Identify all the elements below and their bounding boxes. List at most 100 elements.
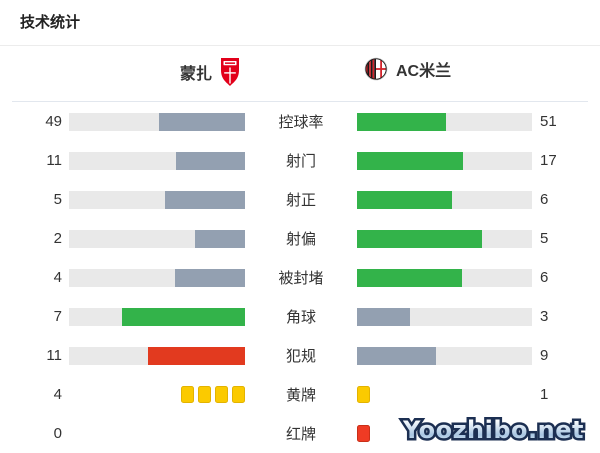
away-bar-track (357, 151, 532, 170)
stat-row: 4 黄牌 1 (0, 375, 600, 414)
away-bar-fill (357, 151, 464, 170)
yellow-card-icon (198, 386, 211, 403)
away-bar-fill (357, 346, 436, 365)
stat-label: 射门 (285, 153, 316, 170)
stat-label: 被封堵 (278, 270, 324, 287)
home-team-name: 蒙扎 (179, 66, 212, 83)
away-stat-value: 6 (540, 269, 549, 286)
header-divider (12, 101, 588, 102)
home-bar-track (69, 307, 245, 326)
home-team[interactable]: 蒙扎 (180, 57, 240, 87)
stat-row: 7 角球 3 (0, 297, 600, 336)
yellow-card-icon (357, 386, 370, 403)
away-stat-value: 5 (540, 230, 549, 247)
home-stat-value: 4 (53, 269, 62, 286)
home-stat-value: 49 (45, 113, 62, 130)
stat-label: 射正 (285, 192, 316, 209)
red-card-icon (357, 425, 370, 442)
away-bar-fill (357, 112, 447, 131)
home-bar-fill (148, 346, 245, 365)
home-bar-fill (165, 190, 245, 209)
home-cards (69, 425, 245, 443)
home-stat-value: 0 (53, 425, 62, 442)
home-stat-value: 4 (53, 386, 62, 403)
away-stat-slot (357, 307, 532, 326)
home-stat-slot (69, 112, 245, 131)
away-bar-track (357, 190, 532, 209)
match-header: 蒙扎 (0, 55, 600, 99)
home-stat-value: 2 (53, 230, 62, 247)
away-bar-track (357, 229, 532, 248)
away-bar-fill (357, 229, 482, 248)
stat-label: 角球 (285, 309, 316, 326)
away-bar-fill (357, 268, 462, 287)
away-stat-value: 6 (540, 191, 549, 208)
home-bar-fill (175, 151, 245, 170)
away-stat-value: 1 (540, 386, 549, 403)
stat-row: 11 犯规 9 (0, 336, 600, 375)
away-bar-track (357, 307, 532, 326)
away-stat-slot (357, 229, 532, 248)
home-stat-slot (69, 307, 245, 326)
home-stat-value: 5 (53, 191, 62, 208)
away-stat-slot (357, 346, 532, 365)
home-bar-fill (194, 229, 245, 248)
home-bar-fill (158, 112, 245, 131)
stat-row: 11 射门 17 (0, 141, 600, 180)
away-bar-fill (357, 307, 410, 326)
stat-label: 红牌 (285, 426, 316, 443)
monza-crest-icon (220, 57, 240, 87)
home-stat-slot (69, 229, 245, 248)
away-stat-value: 17 (540, 152, 557, 169)
away-stat-slot (357, 190, 532, 209)
ac-milan-crest-icon (364, 57, 388, 81)
stat-label: 犯规 (285, 348, 316, 365)
home-stat-slot (69, 386, 245, 404)
away-stat-value: 3 (540, 308, 549, 325)
stat-row: 2 射偏 5 (0, 219, 600, 258)
stat-row: 49 控球率 51 (0, 102, 600, 141)
home-stat-slot (69, 151, 245, 170)
home-bar-fill (174, 268, 245, 287)
home-bar-track (69, 268, 245, 287)
home-stat-value: 11 (46, 152, 62, 169)
away-bar-track (357, 346, 532, 365)
away-cards (357, 386, 532, 404)
page-title: 技术统计 (20, 14, 81, 31)
away-cards (357, 425, 532, 443)
away-bar-fill (357, 190, 453, 209)
home-stat-value: 7 (53, 308, 62, 325)
away-stat-slot (357, 386, 532, 404)
yellow-card-icon (232, 386, 245, 403)
away-stat-value: 51 (540, 113, 557, 130)
home-bar-track (69, 346, 245, 365)
stat-label: 黄牌 (285, 387, 316, 404)
yellow-card-icon (181, 386, 194, 403)
watermark: Yoozhibo.net Yoozhibo.net (400, 414, 586, 447)
yellow-card-icon (215, 386, 228, 403)
stat-label: 射偏 (285, 231, 316, 248)
away-stat-slot (357, 425, 532, 443)
home-bar-track (69, 190, 245, 209)
home-cards (69, 386, 245, 404)
home-bar-track (69, 112, 245, 131)
away-stat-value: 9 (540, 347, 549, 364)
home-stat-slot (69, 346, 245, 365)
away-stat-slot (357, 268, 532, 287)
home-stat-slot (69, 190, 245, 209)
away-bar-track (357, 112, 532, 131)
away-team-name: AC米兰 (396, 63, 452, 80)
home-stat-slot (69, 425, 245, 443)
stat-row: 5 射正 6 (0, 180, 600, 219)
stat-row: 0 红牌 (0, 414, 600, 453)
watermark-text: Yoozhibo.net (400, 414, 586, 447)
home-stat-value: 11 (46, 347, 62, 364)
away-stat-slot (357, 151, 532, 170)
away-team[interactable]: AC米兰 (364, 57, 451, 81)
home-bar-fill (121, 307, 245, 326)
home-stat-slot (69, 268, 245, 287)
stats-list: 49 控球率 51 11 射门 (0, 102, 600, 453)
away-stat-slot (357, 112, 532, 131)
stat-row: 4 被封堵 6 (0, 258, 600, 297)
stat-label: 控球率 (278, 114, 324, 131)
